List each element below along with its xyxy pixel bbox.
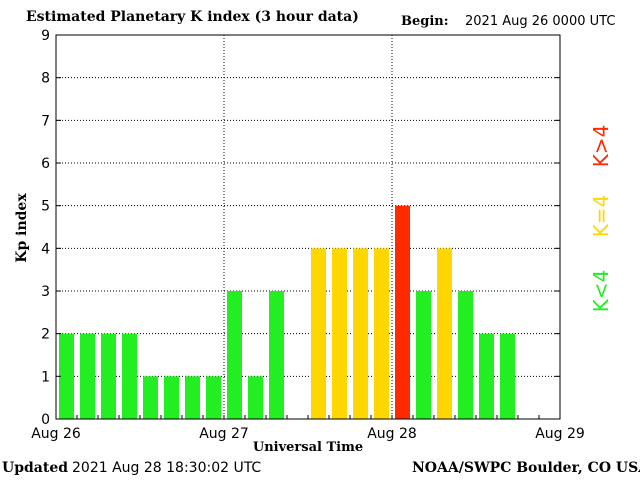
kp-bar [185,376,200,419]
x-tick-label: Aug 27 [199,426,249,442]
kp-bar [458,291,473,419]
tick-marks [56,34,560,420]
y-tick-label: 6 [41,156,50,172]
tick-labels: 0 1 2 3 4 5 6 7 8 9 Aug 26 Aug 27 Aug 28 Aug 29 [31,28,585,442]
x-axis-label: Universal Time [252,440,364,455]
updated-label: Updated [2,460,69,476]
begin-label: Begin: [401,14,449,29]
kp-bar [164,376,179,419]
kp-bar [59,333,74,419]
kp-bar [206,376,221,419]
y-tick-label: 1 [41,369,50,385]
credit-line: NOAA/SWPC Boulder, CO USA [412,460,640,476]
kp-bar [395,205,410,419]
grid-lines [56,35,560,419]
y-tick-label: 0 [41,412,50,428]
kp-bar [248,376,263,419]
kp-bar [311,248,326,419]
legend-k-below-4: K<4 [589,269,613,313]
kp-bar [479,333,494,419]
legend-k-above-4: K>4 [589,124,613,168]
kp-bar [416,291,431,419]
y-tick-label: 9 [41,28,50,44]
kp-bar [143,376,158,419]
x-tick-label: Aug 29 [535,426,585,442]
chart-title: Estimated Planetary K index (3 hour data… [26,9,359,25]
kp-bar [227,291,242,419]
kp-bar [269,291,284,419]
kp-bar [353,248,368,419]
kp-bar [374,248,389,419]
y-tick-label: 5 [41,199,50,215]
x-tick-label: Aug 28 [367,426,417,442]
y-tick-label: 3 [41,284,50,300]
updated-value: 2021 Aug 28 18:30:02 UTC [72,460,262,476]
kp-bar [80,333,95,419]
kp-bar [122,333,137,419]
y-tick-label: 7 [41,113,50,129]
y-axis-label: Kp index [14,193,30,263]
legend-k-equal-4: K=4 [589,194,613,238]
kp-bar [101,333,116,419]
x-tick-label: Aug 26 [31,426,81,442]
bar-series [59,205,515,419]
y-tick-label: 2 [41,327,50,343]
y-tick-label: 8 [41,71,50,87]
kp-bar [437,248,452,419]
kp-bar [500,333,515,419]
begin-value: 2021 Aug 26 0000 UTC [465,14,616,29]
kp-bar [332,248,347,419]
y-tick-label: 4 [41,241,50,257]
